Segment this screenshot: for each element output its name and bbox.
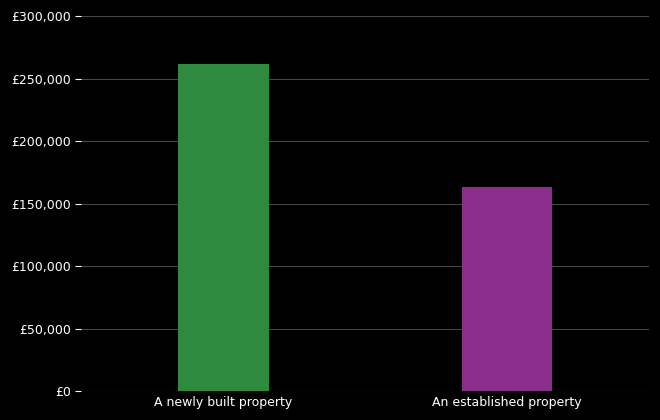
- Bar: [178, 63, 269, 391]
- Bar: [461, 187, 552, 391]
